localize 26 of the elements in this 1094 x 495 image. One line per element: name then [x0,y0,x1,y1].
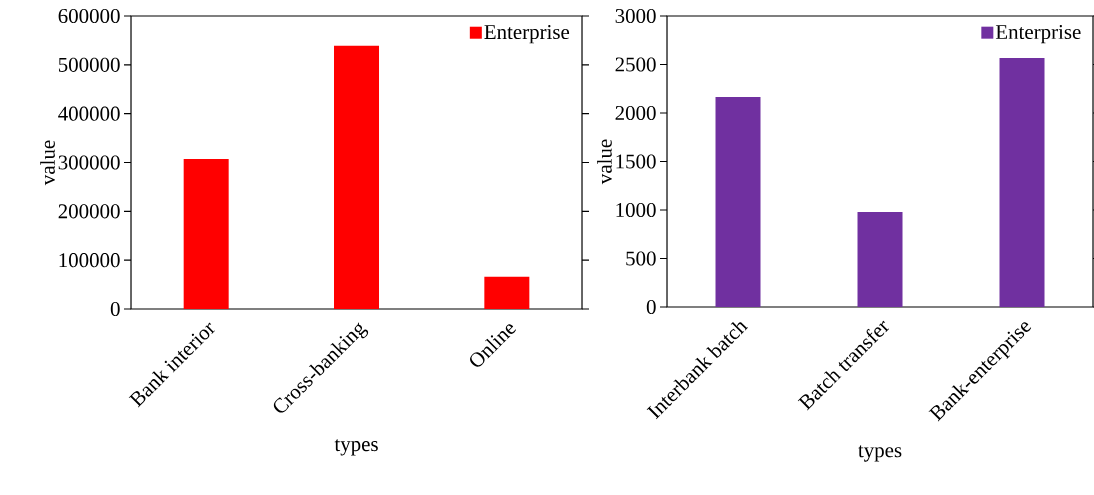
legend-label: Enterprise [484,25,570,44]
y-tick-label: 300000 [58,155,120,170]
y-axis-title: value [40,140,55,186]
y-tick-label: 0 [646,299,656,315]
y-tick-label: 2500 [615,57,656,72]
y-tick-label: 200000 [58,204,120,219]
bar [999,57,1045,307]
bar [334,45,380,309]
legend-label: Enterprise [995,24,1081,44]
x-axis-title: types [334,439,378,456]
y-tick-label: 400000 [58,106,120,121]
bar [857,211,903,307]
y-tick-label: 500000 [58,57,120,72]
bar [715,96,761,307]
y-tick-label: 1500 [616,154,656,169]
x-axis-title: types [858,445,902,462]
y-tick-label: 1000 [616,202,656,218]
bar [484,276,530,309]
y-tick-label: 600000 [58,8,120,24]
y-tick-label: 3000 [615,8,656,24]
bar [183,159,229,309]
y-tick-label: 500 [626,251,656,266]
y-tick-label: 100000 [59,253,120,268]
y-tick-label: 0 [110,301,120,317]
y-tick-label: 2000 [615,105,656,121]
y-axis-title: value [597,139,612,185]
